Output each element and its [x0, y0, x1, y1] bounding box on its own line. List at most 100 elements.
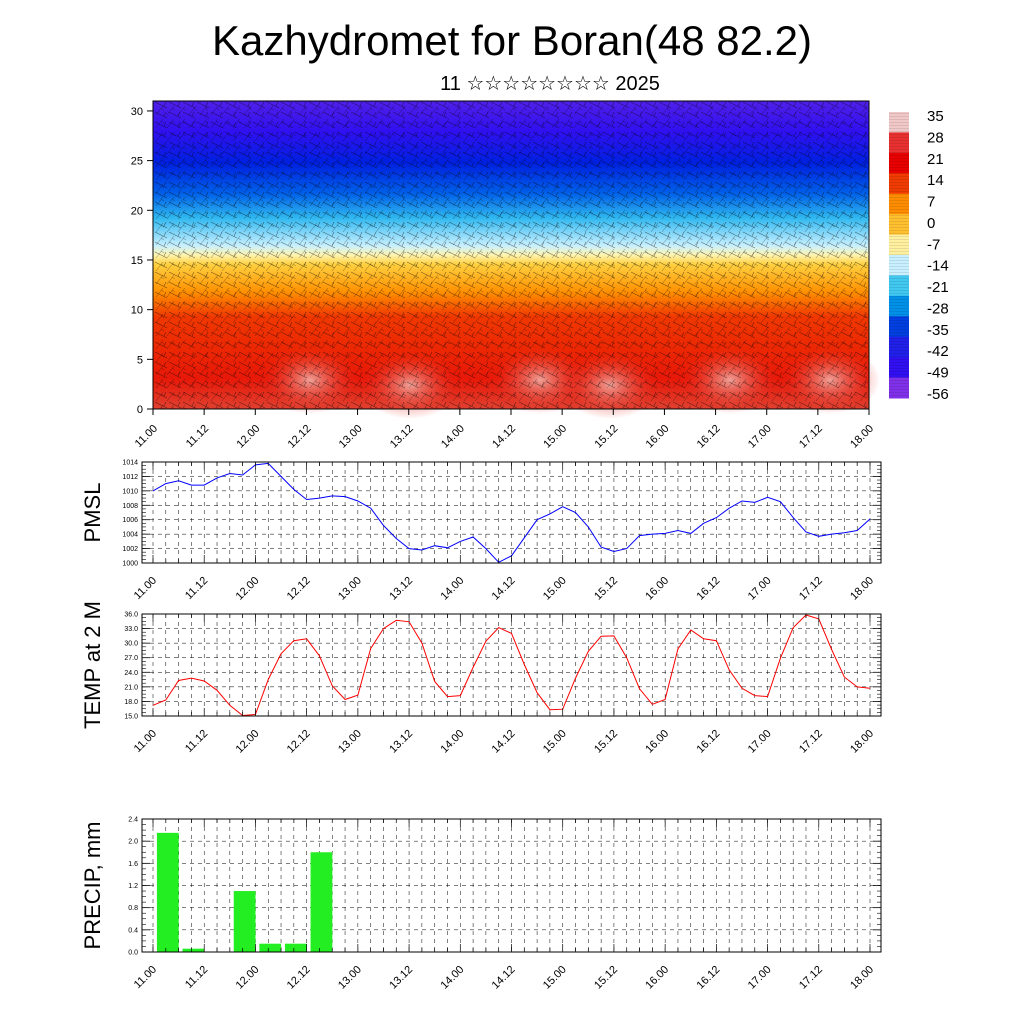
ytick-label: 21.0	[124, 684, 138, 691]
xtick-label: 15.12	[592, 964, 620, 992]
ytick-label: 1004	[122, 532, 138, 539]
temp-panel: 15.0 18.0 21.0 24.0 27.0 30.0 33.0 36.0 11.00 11.…	[80, 601, 882, 756]
xtick-label: 11.00	[132, 728, 159, 755]
xtick-label: 12.12	[285, 575, 313, 603]
y-axis-title: PRECIP, mm	[80, 822, 105, 950]
heatmap-xtick-label: 13.00	[337, 423, 365, 451]
xtick-label: 16.12	[695, 728, 723, 756]
precip-bar	[182, 948, 205, 952]
heatmap-ytick-label: 20	[131, 205, 143, 217]
heatmap-xtick-label: 11.12	[184, 423, 211, 450]
ytick-label: 0.8	[128, 905, 138, 912]
ytick-label: 1006	[122, 517, 138, 524]
precip-bar	[259, 943, 282, 952]
xtick-label: 11.12	[183, 964, 210, 991]
colorbar-label: -21	[927, 279, 949, 296]
xtick-label: 11.12	[183, 575, 210, 602]
colorbar-label: -35	[927, 322, 949, 339]
heatmap-xtick-label: 14.12	[490, 423, 518, 451]
ytick-label: 27.0	[124, 655, 138, 662]
chart-title: Kazhydromet for Boran(48 82.2)	[212, 17, 812, 64]
ytick-label: 15.0	[124, 714, 138, 721]
colorbar: 35 28 21 14 7 0 -7 -14 -21 -28 -35 -42 -49 -56	[889, 108, 949, 403]
ytick-label: 1014	[122, 460, 138, 467]
ytick-label: 1010	[122, 488, 138, 495]
ytick-label: 1.2	[128, 883, 138, 890]
xtick-label: 11.12	[183, 728, 210, 755]
pmsl-panel: 1000 1002 1004 1006 1008 1010 1012 1014 11.00 11.…	[80, 460, 882, 603]
colorbar-lines	[889, 112, 909, 398]
xtick-label: 11.00	[132, 575, 159, 602]
heatmap-xtick-label: 17.00	[746, 423, 774, 451]
precip-bar	[233, 891, 256, 952]
xtick-label: 14.00	[438, 728, 466, 756]
heatmap-xtick-label: 13.12	[388, 423, 416, 451]
colorbar-label: -14	[927, 258, 949, 275]
xtick-label: 17.12	[797, 575, 825, 603]
ytick-label: 0.4	[128, 927, 138, 934]
xtick-label: 18.00	[848, 575, 876, 603]
grid	[142, 461, 881, 564]
xtick-label: 11.00	[132, 964, 159, 991]
y-axis-title: PMSL	[80, 483, 105, 543]
ytick-label: 2.0	[128, 839, 138, 846]
heatmap-xtick-label: 17.12	[797, 423, 825, 451]
colorbar-label: -28	[927, 300, 949, 317]
xtick-label: 14.00	[438, 575, 466, 603]
xtick-label: 15.00	[541, 575, 569, 603]
xtick-label: 15.00	[541, 728, 569, 756]
xtick-label: 14.00	[438, 964, 466, 992]
xtick-label: 14.12	[490, 575, 518, 603]
colorbar-label: 35	[927, 108, 944, 125]
series-line	[152, 614, 871, 717]
xtick-label: 12.12	[285, 964, 313, 992]
colorbar-label: 28	[927, 129, 944, 146]
heatmap-xtick-label: 11.00	[133, 423, 160, 450]
xtick-label: 18.00	[848, 728, 876, 756]
precip-panel: 0.0 0.4 0.8 1.2 1.6 2.0 2.4 11.00 11.12 12.00 12.1…	[80, 817, 882, 992]
xtick-label: 16.00	[643, 964, 671, 992]
xtick-label: 16.00	[643, 728, 671, 756]
xtick-label: 16.12	[695, 575, 723, 603]
wind-barbs-secondary	[153, 101, 869, 409]
colorbar-label: 7	[927, 194, 935, 211]
xtick-label: 17.00	[746, 575, 774, 603]
xtick-label: 16.12	[695, 964, 723, 992]
xtick-label: 12.00	[234, 964, 262, 992]
y-axis-title: TEMP at 2 M	[80, 601, 105, 729]
heatmap-xtick-label: 14.00	[439, 423, 467, 451]
ytick-label: 18.0	[124, 699, 138, 706]
heatmap-xtick-label: 15.12	[592, 423, 620, 451]
ytick-label: 36.0	[124, 612, 138, 619]
heatmap-ytick-label: 15	[131, 255, 143, 267]
colorbar-label: 14	[927, 172, 944, 189]
precip-bar	[156, 832, 179, 952]
grid	[142, 613, 881, 717]
ytick-label: 1008	[122, 503, 138, 510]
xtick-label: 12.00	[234, 728, 262, 756]
ytick-label: 30.0	[124, 641, 138, 648]
heatmap-xtick-label: 18.00	[848, 423, 876, 451]
xtick-label: 13.00	[336, 575, 364, 603]
ytick-label: 1.6	[128, 861, 138, 868]
heatmap-ytick-label: 30	[131, 106, 143, 118]
xtick-label: 17.00	[746, 964, 774, 992]
colorbar-label: -42	[927, 343, 949, 360]
colorbar-label: -56	[927, 386, 949, 403]
xtick-label: 15.00	[541, 964, 569, 992]
heatmap-xtick-label: 15.00	[541, 423, 569, 451]
xtick-label: 13.12	[387, 964, 415, 992]
colorbar-label: -7	[927, 236, 940, 253]
chart-subtitle: 11 ☆☆☆☆☆☆☆☆ 2025	[440, 73, 660, 95]
ytick-label: 24.0	[124, 670, 138, 677]
colorbar-label: 0	[927, 215, 935, 232]
heatmap-ytick-label: 10	[131, 305, 143, 317]
precip-bar	[284, 943, 307, 952]
xtick-label: 14.12	[490, 728, 518, 756]
xtick-label: 15.12	[592, 575, 620, 603]
xtick-label: 13.12	[387, 728, 415, 756]
ytick-label: 2.4	[128, 817, 138, 824]
precip-bar	[310, 852, 333, 952]
xtick-label: 16.00	[643, 575, 671, 603]
